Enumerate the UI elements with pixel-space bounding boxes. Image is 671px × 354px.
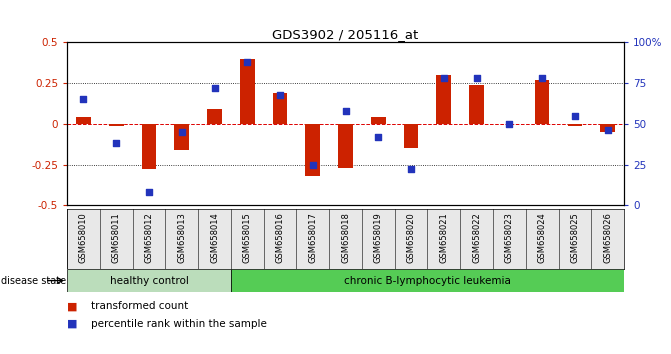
Title: GDS3902 / 205116_at: GDS3902 / 205116_at	[272, 28, 419, 41]
Bar	[272, 93, 287, 124]
Bar	[535, 80, 550, 124]
Text: GSM658017: GSM658017	[308, 212, 317, 263]
Text: GSM658026: GSM658026	[603, 212, 612, 263]
Point	[340, 108, 351, 114]
Point	[406, 167, 417, 172]
Bar	[231, 269, 624, 292]
Point	[373, 134, 384, 140]
Text: ■: ■	[67, 301, 78, 311]
Text: transformed count: transformed count	[91, 301, 188, 311]
Point	[307, 162, 318, 167]
Text: percentile rank within the sample: percentile rank within the sample	[91, 319, 266, 329]
Text: GSM658019: GSM658019	[374, 212, 383, 263]
Text: ■: ■	[67, 319, 78, 329]
Text: GSM658023: GSM658023	[505, 212, 514, 263]
Bar	[240, 59, 255, 124]
Text: GSM658025: GSM658025	[570, 212, 579, 263]
Point	[471, 75, 482, 81]
Bar	[174, 124, 189, 150]
Point	[438, 75, 449, 81]
Point	[570, 113, 580, 119]
Bar	[469, 85, 484, 124]
Text: GSM658015: GSM658015	[243, 212, 252, 263]
Bar	[305, 124, 320, 176]
Bar	[338, 124, 353, 168]
Point	[537, 75, 548, 81]
Bar	[371, 118, 386, 124]
Text: GSM658020: GSM658020	[407, 212, 415, 263]
Point	[176, 129, 187, 135]
Text: GSM658013: GSM658013	[177, 212, 187, 263]
Text: healthy control: healthy control	[109, 275, 189, 286]
Text: GSM658022: GSM658022	[472, 212, 481, 263]
Text: GSM658018: GSM658018	[341, 212, 350, 263]
Bar	[404, 124, 419, 148]
Text: GSM658012: GSM658012	[144, 212, 154, 263]
Bar	[142, 124, 156, 170]
Text: chronic B-lymphocytic leukemia: chronic B-lymphocytic leukemia	[344, 275, 511, 286]
Text: GSM658014: GSM658014	[210, 212, 219, 263]
Point	[504, 121, 515, 127]
Point	[111, 141, 121, 146]
Point	[274, 92, 285, 97]
Text: disease state: disease state	[1, 275, 66, 286]
Text: GSM658024: GSM658024	[537, 212, 547, 263]
Point	[78, 97, 89, 102]
Point	[209, 85, 220, 91]
Point	[144, 189, 154, 195]
Bar	[601, 124, 615, 132]
Point	[242, 59, 253, 65]
Bar	[76, 118, 91, 124]
Text: GSM658011: GSM658011	[112, 212, 121, 263]
Bar	[207, 109, 222, 124]
Text: GSM658016: GSM658016	[276, 212, 285, 263]
Text: GSM658010: GSM658010	[79, 212, 88, 263]
Bar	[109, 124, 123, 126]
Bar	[568, 124, 582, 126]
Point	[603, 127, 613, 133]
Text: GSM658021: GSM658021	[440, 212, 448, 263]
Bar	[67, 269, 231, 292]
Bar	[436, 75, 451, 124]
